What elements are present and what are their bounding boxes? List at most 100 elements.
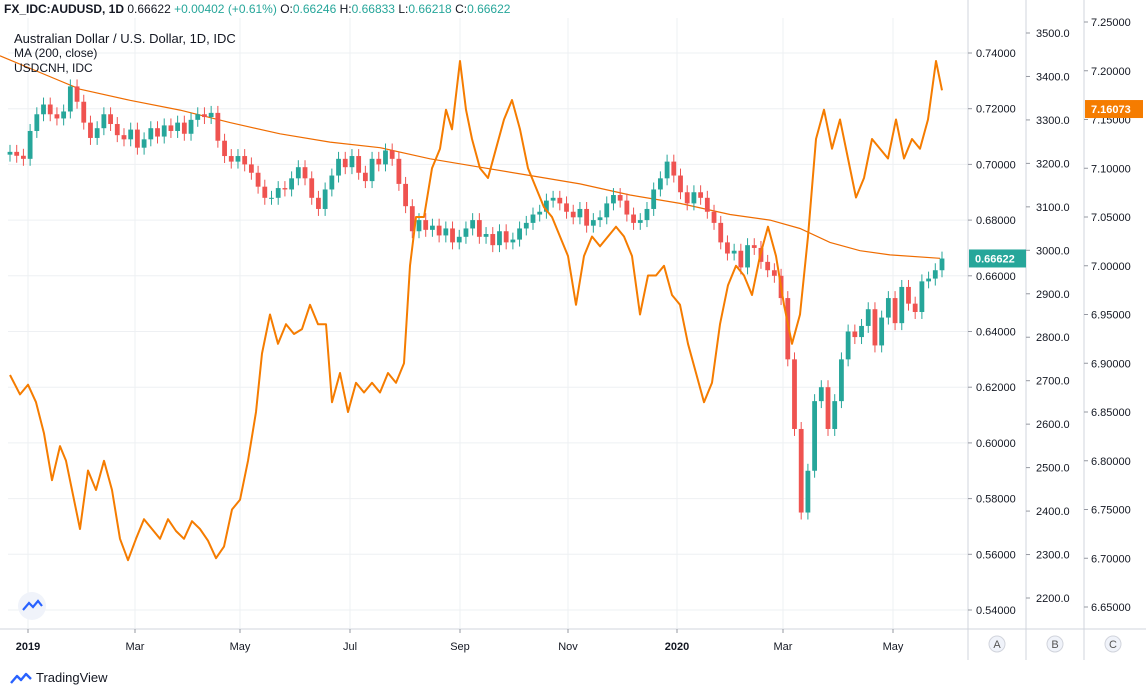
candle-body: [745, 245, 750, 268]
candle-body: [316, 197, 321, 209]
candle-body: [74, 86, 80, 102]
candle-body: [771, 270, 777, 276]
axis-b-label: 3100.0: [1036, 202, 1070, 214]
axis-c-label: 6.70000: [1091, 553, 1131, 565]
candle-body: [202, 114, 207, 118]
candle-body: [624, 200, 630, 215]
candle-body: [255, 172, 261, 187]
candle-body: [557, 197, 563, 204]
candle-body: [631, 214, 636, 223]
candle-body: [684, 192, 690, 204]
candle-body: [121, 135, 127, 140]
axis-c-label: 7.05000: [1091, 212, 1131, 224]
brand-name[interactable]: TradingView: [36, 670, 108, 685]
candle-body: [812, 401, 818, 471]
candle-body: [476, 220, 482, 237]
candle-body: [403, 183, 408, 207]
symbol-name[interactable]: FX_IDC:AUDUSD, 1D: [4, 2, 125, 16]
candle-body: [731, 250, 737, 254]
candle-body: [289, 178, 295, 190]
candle-body: [21, 155, 26, 159]
candle-body: [845, 331, 851, 360]
candle-body: [604, 203, 610, 218]
candle-body: [88, 122, 93, 138]
legend-indicator[interactable]: MA (200, close): [14, 46, 98, 60]
candle-body: [235, 156, 241, 162]
candle-body: [577, 208, 583, 218]
time-axis: 2019 Mar May Jul Sep Nov 2020 Mar May A B C: [0, 592, 1146, 653]
candle-body: [356, 156, 362, 173]
candle-body: [409, 206, 415, 232]
pane-button-a[interactable]: [988, 635, 1006, 653]
candle-body: [322, 189, 328, 209]
watermark-icon: [18, 592, 46, 620]
footer: TradingView: [0, 660, 1146, 693]
candle-body: [825, 387, 831, 429]
last-price-badge: [969, 249, 1026, 268]
candle-body: [41, 104, 46, 115]
candle-body: [108, 114, 113, 125]
axis-b-label: 2400.0: [1036, 506, 1070, 518]
usdcnh-last-badge-label: 7.16073: [1091, 104, 1131, 116]
chart-canvas[interactable]: 0.74000 0.72000 0.70000 0.68000 0.66000 0.640…: [0, 0, 1146, 660]
candle-body: [269, 197, 274, 199]
candle-body: [711, 211, 717, 223]
axis-c-label: 6.65000: [1091, 602, 1131, 614]
axis-a-label: 0.64000: [976, 327, 1016, 339]
axis-a-label: 0.58000: [976, 494, 1016, 506]
axis-a-label: 0.60000: [976, 438, 1016, 450]
candle-body: [168, 125, 174, 131]
candle-body: [188, 119, 194, 134]
candle-body: [416, 220, 422, 232]
axis-b-label: 2700.0: [1036, 376, 1070, 388]
candle-body: [523, 222, 529, 229]
candle-body: [691, 192, 697, 204]
axis-a-label: 0.56000: [976, 549, 1016, 561]
candle-body: [215, 112, 221, 141]
candle-body: [725, 242, 730, 254]
axis-b-label: 3500.0: [1036, 28, 1070, 40]
time-tick-label: Nov: [558, 641, 578, 653]
candle-body: [832, 401, 838, 429]
axis-b-label: 3000.0: [1036, 245, 1070, 257]
candle-body: [570, 211, 576, 218]
axis-b-label: 3300.0: [1036, 115, 1070, 127]
candle-body: [751, 245, 757, 248]
candle-body: [195, 114, 201, 120]
candle-body: [483, 234, 489, 237]
candle-body: [537, 211, 543, 215]
candle-body: [818, 387, 824, 402]
axis-b-label: 2200.0: [1036, 593, 1070, 605]
candle-body: [550, 197, 556, 201]
candle-body: [389, 150, 395, 159]
candle-body: [872, 309, 878, 346]
legend-main-series[interactable]: Australian Dollar / U.S. Dollar, 1D, IDC: [14, 31, 236, 46]
candle-body: [463, 228, 469, 237]
time-tick-label: Jul: [343, 641, 357, 653]
candle-body: [544, 200, 549, 212]
candle-body: [114, 124, 120, 136]
time-tick-label: May: [883, 641, 904, 653]
legend-compare-series[interactable]: USDCNH, IDC: [14, 61, 93, 75]
price-change: +0.00402 (+0.61%): [174, 2, 277, 16]
price-axes: 0.74000 0.72000 0.70000 0.68000 0.66000 0.640…: [967, 0, 1143, 660]
symbol-header: FX_IDC:AUDUSD, 1D 0.66622 +0.00402 (+0.6…: [0, 0, 510, 18]
axis-c-label: 6.85000: [1091, 407, 1131, 419]
tradingview-logo-icon[interactable]: [10, 671, 32, 685]
axis-c-label: 7.00000: [1091, 261, 1131, 273]
candle-body: [678, 175, 683, 193]
candle-body: [94, 128, 100, 138]
candle-body: [228, 156, 234, 162]
candle-body: [899, 286, 905, 324]
axis-a-label: 0.54000: [976, 605, 1016, 617]
candle-body: [181, 122, 187, 134]
candle-body: [939, 258, 945, 271]
candle-body: [362, 172, 368, 182]
pane-button-b[interactable]: [1046, 635, 1064, 653]
pane-button-c[interactable]: [1104, 635, 1122, 653]
last-price: 0.66622: [127, 2, 171, 16]
axis-a-label: 0.68000: [976, 215, 1016, 227]
candle-body: [919, 281, 925, 313]
time-tick-label: Mar: [774, 641, 793, 653]
candle-body: [597, 217, 603, 221]
